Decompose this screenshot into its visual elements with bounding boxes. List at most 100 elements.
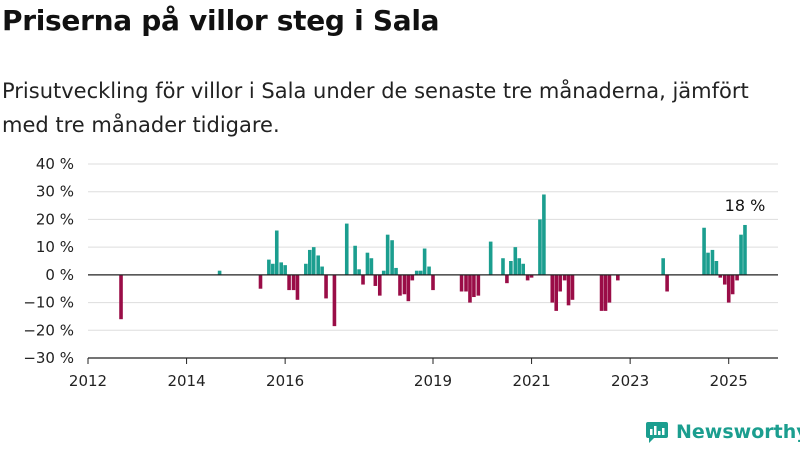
bar xyxy=(320,266,324,275)
bar xyxy=(295,274,300,300)
bar xyxy=(509,261,513,275)
y-tick-label: −20 % xyxy=(23,321,74,339)
bar xyxy=(287,274,291,291)
bar xyxy=(422,248,427,275)
chart-subtitle: Prisutveckling för villor i Sala under d… xyxy=(2,79,749,137)
y-tick-label: 0 % xyxy=(45,266,74,284)
bar xyxy=(521,263,525,275)
bar xyxy=(427,266,431,275)
bar xyxy=(353,245,357,275)
bar xyxy=(119,274,123,320)
bar xyxy=(410,274,415,281)
bar xyxy=(550,274,555,303)
bar xyxy=(665,274,669,292)
x-tick-label: 2012 xyxy=(69,372,107,390)
bar xyxy=(501,258,505,275)
bar xyxy=(743,224,747,275)
bar xyxy=(735,274,739,281)
bar xyxy=(398,274,402,296)
bar xyxy=(324,274,328,299)
bar xyxy=(726,274,731,303)
bar xyxy=(311,247,316,275)
bar xyxy=(373,274,378,286)
bar xyxy=(406,274,411,302)
bar xyxy=(381,270,386,275)
bar xyxy=(529,274,534,278)
y-tick-label: 30 % xyxy=(36,183,74,201)
bar xyxy=(258,274,263,289)
bar xyxy=(291,274,296,291)
x-tick-label: 2025 xyxy=(710,372,748,390)
bar xyxy=(603,274,608,311)
bar xyxy=(377,274,382,296)
bar xyxy=(513,247,518,275)
bar xyxy=(739,234,743,275)
bar xyxy=(517,258,522,275)
bar xyxy=(525,274,530,281)
bar xyxy=(710,249,715,275)
bar xyxy=(476,274,481,296)
bar xyxy=(394,267,398,275)
bar xyxy=(661,258,665,275)
value-annotation: 18 % xyxy=(725,196,766,215)
bar xyxy=(304,263,308,275)
bar xyxy=(607,274,612,303)
bar xyxy=(505,274,509,284)
bar xyxy=(616,274,620,281)
newsworthy-logo-text: Newsworthy xyxy=(676,421,800,443)
bar xyxy=(414,270,419,275)
y-tick-label: −10 % xyxy=(23,294,74,312)
bar xyxy=(357,269,361,275)
x-tick-label: 2016 xyxy=(266,372,304,390)
bar xyxy=(385,234,390,275)
bar xyxy=(488,241,493,275)
x-tick-label: 2014 xyxy=(167,372,205,390)
bar xyxy=(566,274,571,306)
bar xyxy=(562,274,567,281)
chart-title: Priserna på villor steg i Sala xyxy=(2,4,440,37)
bar xyxy=(369,258,374,275)
bar xyxy=(418,270,423,275)
bar xyxy=(279,262,283,275)
bar xyxy=(730,274,735,295)
bar xyxy=(558,274,562,292)
x-tick-label: 2021 xyxy=(512,372,550,390)
bar xyxy=(365,252,370,275)
bar xyxy=(464,274,468,292)
bar xyxy=(702,227,706,275)
bar xyxy=(267,259,271,275)
bar xyxy=(332,274,337,327)
x-tick-label: 2019 xyxy=(414,372,452,390)
bar xyxy=(472,274,476,298)
bar xyxy=(570,274,575,300)
bar xyxy=(714,261,719,275)
bar xyxy=(542,194,546,275)
y-tick-label: −30 % xyxy=(23,349,74,367)
bar xyxy=(599,274,604,311)
bar xyxy=(722,274,727,285)
x-tick-label: 2023 xyxy=(611,372,649,390)
bar xyxy=(283,265,287,275)
bar xyxy=(316,255,320,275)
bar xyxy=(706,252,710,275)
newsworthy-logo-icon xyxy=(646,422,668,443)
bar xyxy=(271,263,275,275)
bar xyxy=(344,223,349,275)
bar xyxy=(307,249,312,275)
bar xyxy=(402,274,407,295)
y-tick-label: 10 % xyxy=(36,238,74,256)
y-tick-label: 20 % xyxy=(36,210,74,228)
bar xyxy=(538,219,542,275)
bar xyxy=(459,274,464,292)
bar xyxy=(468,274,472,303)
bar xyxy=(554,274,559,311)
bar xyxy=(274,230,279,275)
y-tick-label: 40 % xyxy=(36,155,74,173)
newsworthy-logo: Newsworthy xyxy=(645,420,800,444)
bar xyxy=(217,270,222,275)
bar xyxy=(390,240,394,275)
bar xyxy=(431,274,435,291)
bar xyxy=(361,274,365,285)
bar xyxy=(718,274,723,278)
